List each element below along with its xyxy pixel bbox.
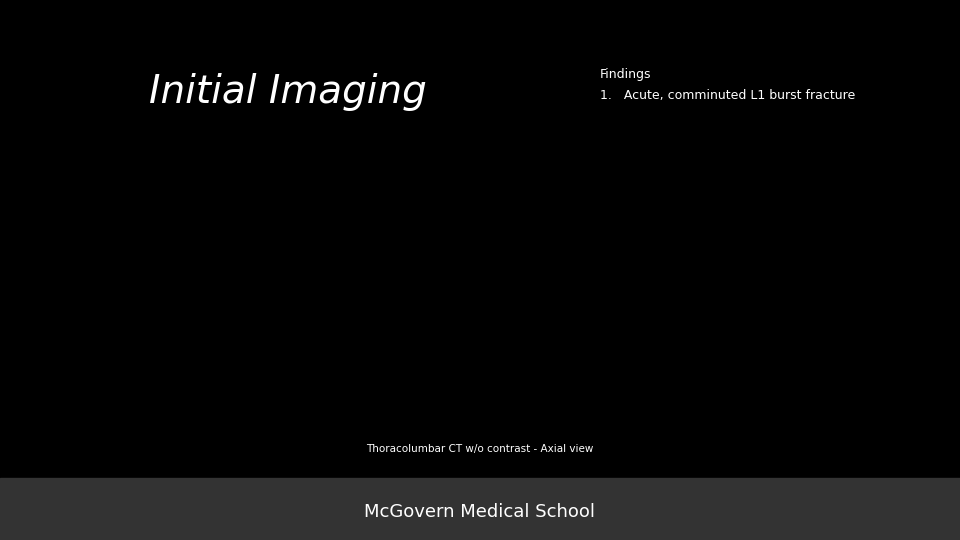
PathPatch shape <box>672 127 931 435</box>
Text: Thoracolumbar CT w/o contrast - Axial view: Thoracolumbar CT w/o contrast - Axial vi… <box>367 444 593 454</box>
Text: Findings: Findings <box>600 68 652 81</box>
PathPatch shape <box>350 127 610 435</box>
PathPatch shape <box>29 127 288 435</box>
Text: 1.   Acute, comminuted L1 burst fracture: 1. Acute, comminuted L1 burst fracture <box>600 89 855 102</box>
Text: McGovern Medical School: McGovern Medical School <box>365 503 595 521</box>
Text: Initial Imaging: Initial Imaging <box>149 73 426 111</box>
Bar <box>0 478 960 540</box>
